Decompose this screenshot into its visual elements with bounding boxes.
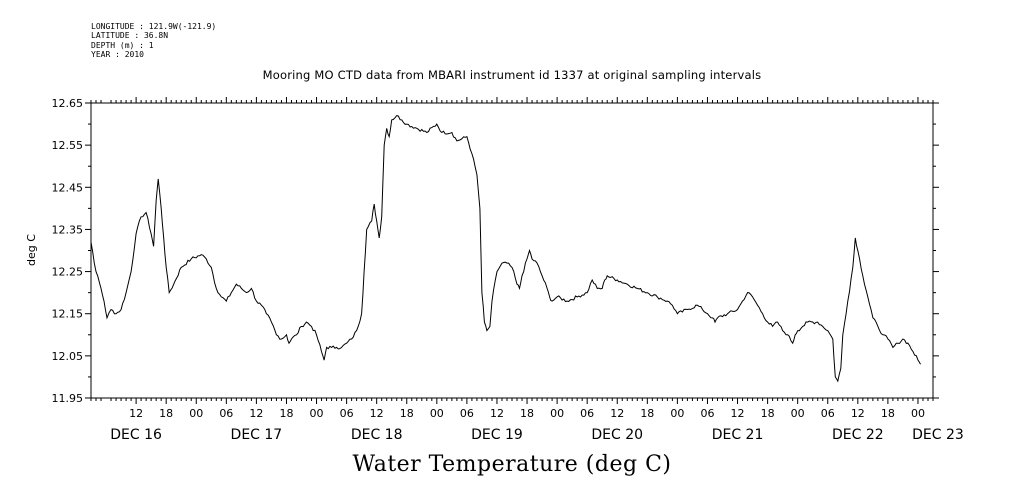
x-tick-label: 12 <box>490 407 504 420</box>
y-tick-label: 12.05 <box>52 350 84 363</box>
x-axis-label: Water Temperature (deg C) <box>352 452 672 477</box>
y-tick-label: 12.25 <box>52 266 84 279</box>
x-day-label: DEC 18 <box>351 427 403 443</box>
x-tick-label: 00 <box>310 407 324 420</box>
x-tick-label: 18 <box>400 407 414 420</box>
x-day-label: DEC 17 <box>231 427 283 443</box>
x-tick-label: 12 <box>370 407 384 420</box>
y-tick-label: 12.65 <box>52 97 84 110</box>
x-day-label: DEC 16 <box>110 427 162 443</box>
x-tick-label: 18 <box>881 407 895 420</box>
x-tick-label: 06 <box>700 407 714 420</box>
x-tick-label: 06 <box>219 407 233 420</box>
x-tick-label: 18 <box>159 407 173 420</box>
x-day-label: DEC 23 <box>912 427 964 443</box>
longitude-text: LONGITUDE : 121.9W(-121.9) <box>91 22 217 31</box>
x-tick-label: 12 <box>610 407 624 420</box>
y-axis: 12.65 12.55 12.45 12.35 12.25 12.15 12.05 11.95 <box>52 97 939 405</box>
plot-frame <box>90 102 934 399</box>
depth-text: DEPTH (m) : 1 <box>91 40 154 50</box>
station-metadata: LONGITUDE : 121.9W(-121.9) LATITUDE : 36… <box>91 22 216 60</box>
x-tick-label: 06 <box>821 407 835 420</box>
x-tick-label: 12 <box>249 407 263 420</box>
x-tick-label: 12 <box>731 407 745 420</box>
x-day-label: DEC 20 <box>591 427 643 443</box>
x-tick-label: 00 <box>189 407 203 420</box>
y-axis-label: deg C <box>25 234 38 266</box>
x-tick-label: 00 <box>791 407 805 420</box>
x-tick-label: 12 <box>129 407 143 420</box>
y-tick-label: 12.55 <box>52 139 84 152</box>
x-tick-label: 06 <box>340 407 354 420</box>
minor-ticks <box>90 100 934 401</box>
year-text: YEAR : 2010 <box>91 50 144 60</box>
y-tick-label: 12.15 <box>52 308 84 321</box>
x-tick-label: 18 <box>640 407 654 420</box>
x-day-label: DEC 21 <box>712 427 764 443</box>
y-tick-label: 11.95 <box>52 392 84 405</box>
y-tick-label: 12.35 <box>52 223 84 236</box>
x-tick-label: 18 <box>761 407 775 420</box>
x-day-label: DEC 22 <box>832 427 884 443</box>
x-tick-label: 18 <box>520 407 534 420</box>
x-axis: 12 18 00 06 12 18 00 06 12 18 00 06 12 18 00 06 12 18 00 06… <box>110 97 964 443</box>
x-tick-label: 00 <box>911 407 925 420</box>
x-day-label: DEC 19 <box>471 427 523 443</box>
x-tick-label: 00 <box>550 407 564 420</box>
chart-title: Mooring MO CTD data from MBARI instrumen… <box>262 68 762 82</box>
series-line <box>90 115 921 383</box>
x-tick-label: 12 <box>851 407 865 420</box>
y-tick-label: 12.45 <box>52 181 84 194</box>
x-tick-label: 00 <box>670 407 684 420</box>
latitude-text: LATITUDE : 36.8N <box>91 31 169 41</box>
x-tick-label: 06 <box>580 407 594 420</box>
line-chart: 12.65 12.55 12.45 12.35 12.25 12.15 12.05 11.95… <box>25 97 964 443</box>
x-tick-label: 18 <box>279 407 293 420</box>
x-tick-label: 00 <box>430 407 444 420</box>
x-tick-label: 06 <box>460 407 474 420</box>
